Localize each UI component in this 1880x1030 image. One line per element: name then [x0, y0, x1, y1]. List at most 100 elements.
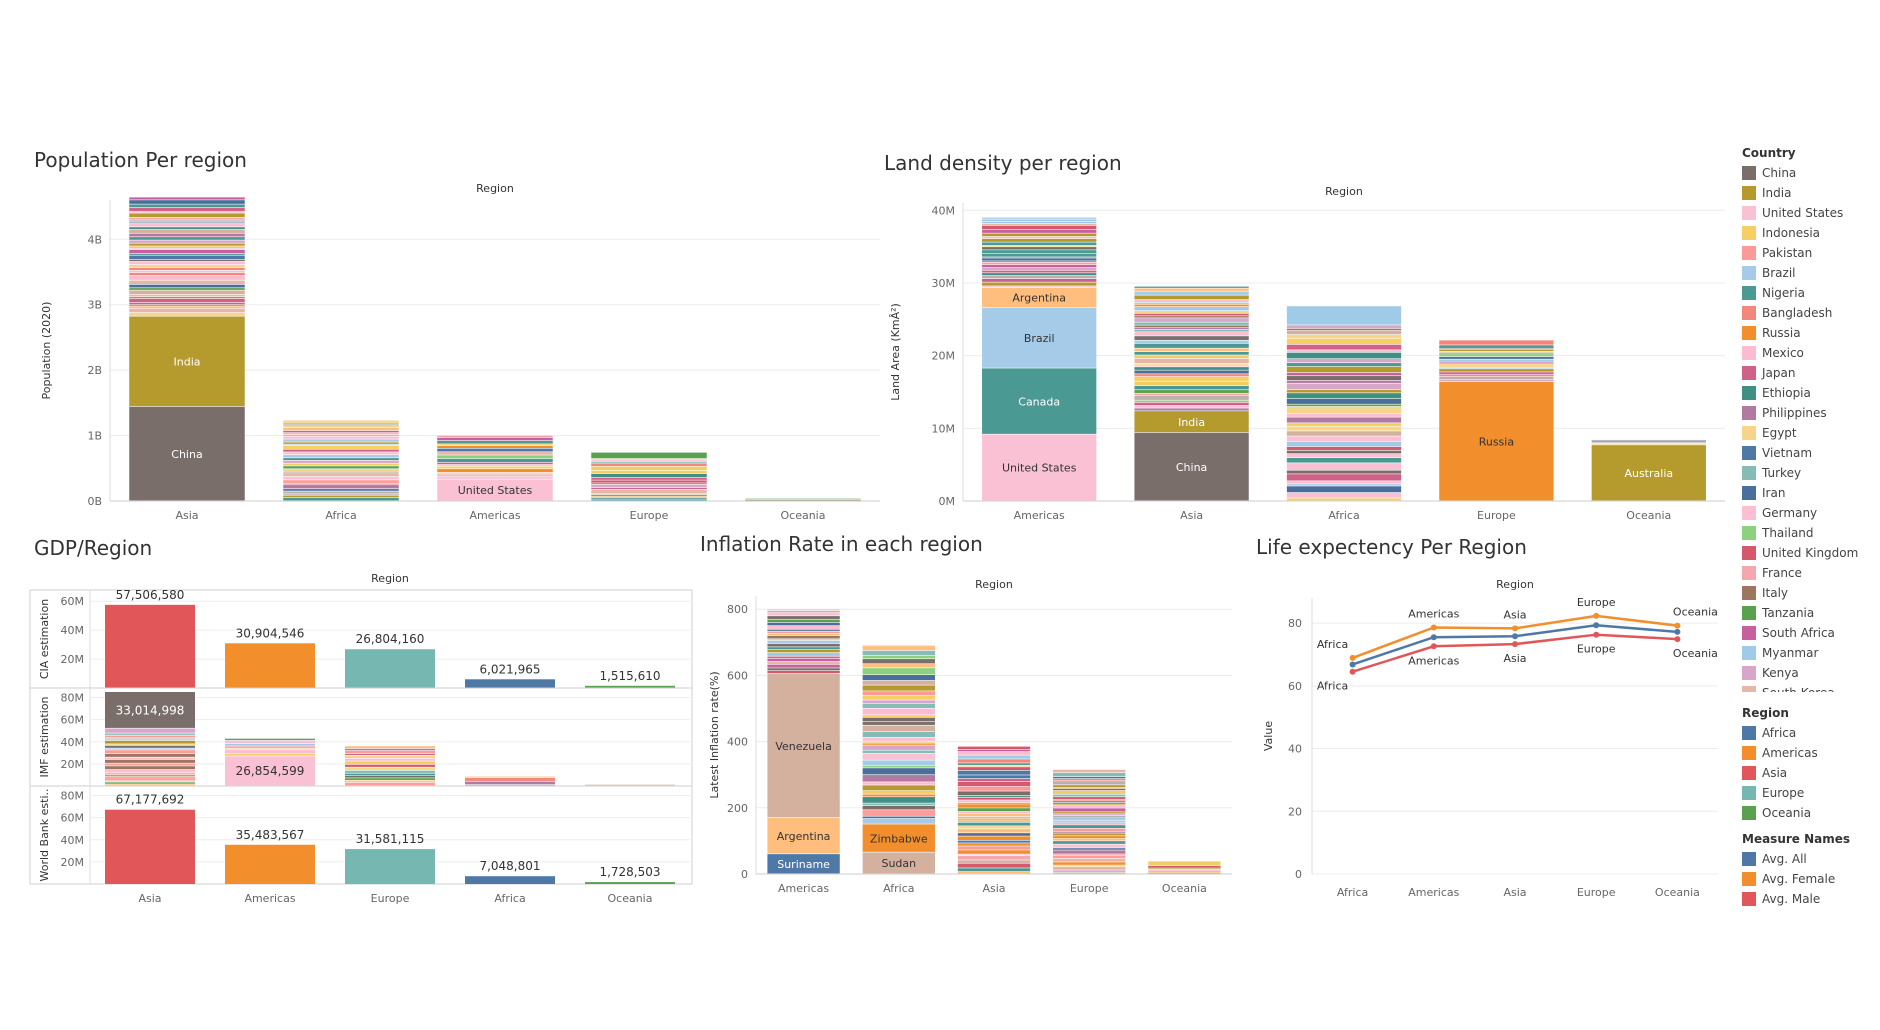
bar-segment	[437, 464, 553, 466]
bar-segment-united-states	[437, 479, 553, 501]
bar-segment	[129, 229, 245, 233]
legend-item-asia[interactable]: Asia	[1742, 763, 1880, 783]
legend-item-south-africa[interactable]: South Africa	[1742, 623, 1880, 643]
legend-item-indonesia[interactable]: Indonesia	[1742, 223, 1880, 243]
bar-segment	[1053, 858, 1126, 862]
legend-item-avg-female[interactable]: Avg. Female	[1742, 869, 1880, 889]
legend-label: Thailand	[1762, 526, 1814, 540]
bar-segment	[437, 440, 553, 444]
bar-segment	[767, 622, 840, 626]
region-legend-title: Region	[1742, 706, 1789, 720]
bar-segment	[862, 797, 935, 803]
bar-segment	[862, 708, 935, 715]
legend-item-tanzania[interactable]: Tanzania	[1742, 603, 1880, 623]
legend-item-nigeria[interactable]: Nigeria	[1742, 283, 1880, 303]
legend-item-africa[interactable]: Africa	[1742, 723, 1880, 743]
bar-segment	[862, 753, 935, 760]
legend-item-avg-all[interactable]: Avg. All	[1742, 849, 1880, 869]
bar-segment	[1286, 325, 1402, 329]
bar-segment	[1134, 288, 1249, 291]
bar-segment	[1053, 833, 1126, 836]
bar-segment	[957, 820, 1031, 823]
point-label: Africa	[1317, 680, 1348, 693]
legend-label: Italy	[1762, 586, 1789, 600]
legend-label: Asia	[1762, 766, 1788, 780]
legend-item-united-states[interactable]: United States	[1742, 203, 1880, 223]
bar-segment	[283, 494, 399, 495]
bar-segment	[862, 765, 935, 768]
bar-segment-label: United States	[1002, 462, 1077, 475]
legend-item-china[interactable]: China	[1742, 163, 1880, 183]
bar-segment	[129, 288, 245, 290]
legend-swatch	[1742, 386, 1756, 400]
point-label: Africa	[1317, 638, 1348, 651]
legend-label: South Korea	[1762, 686, 1835, 692]
legend-item-germany[interactable]: Germany	[1742, 503, 1880, 523]
bar-segment	[437, 448, 553, 452]
legend-item-mexico[interactable]: Mexico	[1742, 343, 1880, 363]
bar-segment	[225, 750, 315, 754]
legend-item-avg-male[interactable]: Avg. Male	[1742, 889, 1880, 909]
bar-segment	[862, 782, 935, 785]
legend-item-united-kingdom[interactable]: United Kingdom	[1742, 543, 1880, 563]
legend-item-americas[interactable]: Americas	[1742, 743, 1880, 763]
legend-item-europe[interactable]: Europe	[1742, 783, 1880, 803]
y-tick-label: 200	[727, 802, 748, 815]
bar-segment	[1053, 797, 1126, 800]
bar-segment	[1286, 404, 1402, 407]
bar-segment	[957, 781, 1031, 787]
legend-item-turkey[interactable]: Turkey	[1742, 463, 1880, 483]
bar-segment	[129, 220, 245, 222]
legend-item-philippines[interactable]: Philippines	[1742, 403, 1880, 423]
bar-segment	[437, 472, 553, 474]
point-label: Americas	[1408, 607, 1459, 620]
bar-segment	[982, 264, 1097, 268]
legend-item-italy[interactable]: Italy	[1742, 583, 1880, 603]
bar-value-label: 57,506,580	[116, 588, 185, 602]
legend-item-kenya[interactable]: Kenya	[1742, 663, 1880, 683]
legend-item-vietnam[interactable]: Vietnam	[1742, 443, 1880, 463]
bar-value-label: 6,021,965	[479, 662, 540, 676]
legend-item-brazil[interactable]: Brazil	[1742, 263, 1880, 283]
legend-item-bangladesh[interactable]: Bangladesh	[1742, 303, 1880, 323]
bar-asia	[105, 604, 195, 688]
legend-swatch	[1742, 626, 1756, 640]
bar-segment	[105, 759, 195, 763]
legend-label: China	[1762, 166, 1797, 180]
legend-swatch	[1742, 872, 1756, 886]
legend-item-france[interactable]: France	[1742, 563, 1880, 583]
legend-item-ethiopia[interactable]: Ethiopia	[1742, 383, 1880, 403]
point-label: Americas	[1408, 654, 1459, 667]
legend-item-thailand[interactable]: Thailand	[1742, 523, 1880, 543]
legend-label: France	[1762, 566, 1802, 580]
legend-item-india[interactable]: India	[1742, 183, 1880, 203]
bar-segment	[1134, 385, 1249, 390]
legend-label: Avg. All	[1762, 852, 1807, 866]
bar-segment	[105, 776, 195, 778]
bar-segment	[225, 753, 315, 756]
bar-segment	[767, 631, 840, 634]
legend-item-myanmar[interactable]: Myanmar	[1742, 643, 1880, 663]
legend-item-south-korea[interactable]: South Korea	[1742, 683, 1880, 692]
x-tick-label: Oceania	[608, 892, 653, 905]
legend-swatch	[1742, 666, 1756, 680]
bar-segment	[105, 769, 195, 773]
x-tick-label: Africa	[325, 509, 356, 522]
legend-swatch	[1742, 226, 1756, 240]
legend-item-egypt[interactable]: Egypt	[1742, 423, 1880, 443]
legend-item-oceania[interactable]: Oceania	[1742, 803, 1880, 823]
legend-item-iran[interactable]: Iran	[1742, 483, 1880, 503]
bar-segment	[1134, 304, 1249, 307]
legend-item-russia[interactable]: Russia	[1742, 323, 1880, 343]
y-tick-label: 0	[1295, 868, 1302, 881]
x-tick-label: Americas	[469, 509, 520, 522]
bar-segment	[982, 278, 1097, 282]
bar-segment	[957, 822, 1031, 826]
bar-segment	[1053, 855, 1126, 859]
bar-segment	[591, 480, 707, 483]
y-tick-label: 400	[727, 736, 748, 749]
legend-item-pakistan[interactable]: Pakistan	[1742, 243, 1880, 263]
bar-segment	[1439, 380, 1554, 382]
legend-item-japan[interactable]: Japan	[1742, 363, 1880, 383]
bar-segment	[862, 768, 935, 775]
